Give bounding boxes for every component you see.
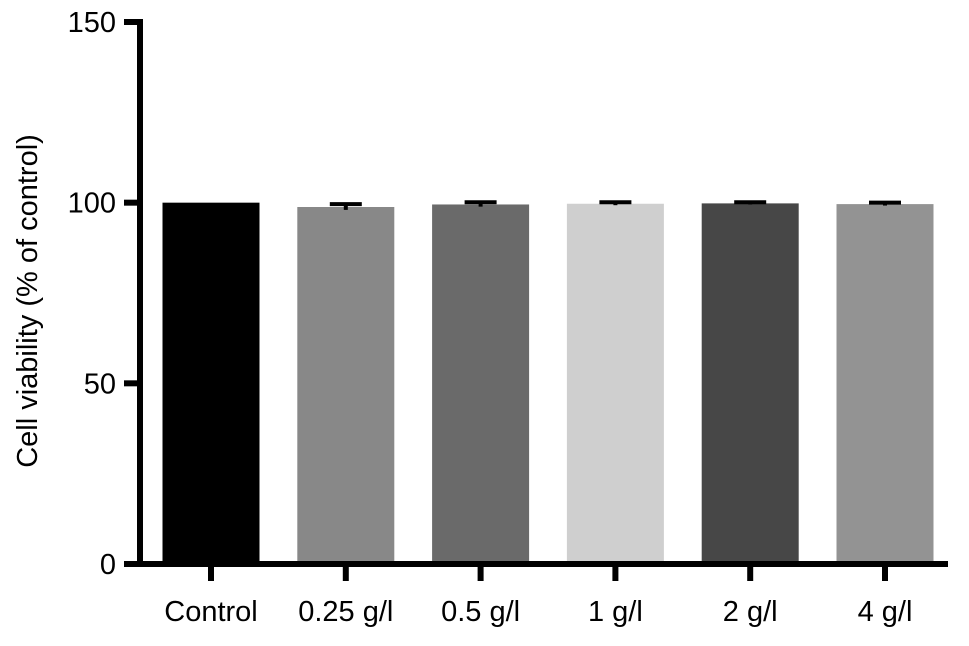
x-tick-label: 4 g/l <box>858 596 913 628</box>
x-tick-label: 2 g/l <box>723 596 778 628</box>
y-ticks-group: 0 50 100 150 <box>68 7 140 581</box>
bars-group <box>162 202 934 564</box>
bar <box>432 204 530 564</box>
bar <box>162 202 260 564</box>
y-tick-label: 150 <box>68 7 116 39</box>
x-tick-label: 0.5 g/l <box>441 596 520 628</box>
y-axis-title: Cell viability (% of control) <box>12 134 44 468</box>
axes-group <box>137 19 948 567</box>
bar <box>297 207 395 564</box>
bar <box>836 204 934 564</box>
y-tick-label: 100 <box>68 188 116 220</box>
y-tick-label: 0 <box>100 549 116 581</box>
x-tick-label: 1 g/l <box>588 596 643 628</box>
bar <box>701 203 799 564</box>
error-bars-group <box>329 200 901 210</box>
bar <box>566 203 664 564</box>
x-ticks-group: Control 0.25 g/l 0.5 g/l 1 g/l 2 g/l 4 g/l <box>164 564 912 628</box>
y-tick-label: 50 <box>84 368 116 400</box>
x-tick-label: 0.25 g/l <box>298 596 393 628</box>
x-tick-label: Control <box>164 596 258 628</box>
